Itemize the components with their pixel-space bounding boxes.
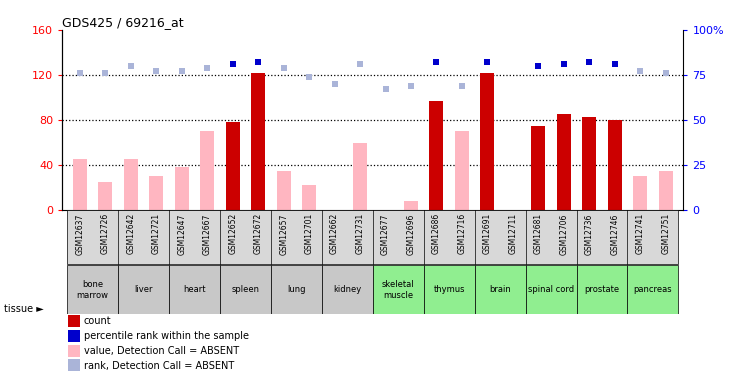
Text: GSM12677: GSM12677	[381, 213, 390, 255]
Bar	[69, 345, 80, 357]
Text: GSM12716: GSM12716	[458, 213, 466, 255]
FancyBboxPatch shape	[474, 266, 526, 314]
Bar	[430, 101, 444, 210]
Text: spleen: spleen	[232, 285, 260, 294]
Text: lung: lung	[287, 285, 306, 294]
FancyBboxPatch shape	[424, 266, 474, 314]
Text: GSM12746: GSM12746	[610, 213, 619, 255]
Bar	[175, 167, 189, 210]
FancyBboxPatch shape	[526, 266, 577, 314]
Text: percentile rank within the sample: percentile rank within the sample	[84, 331, 249, 341]
Text: GSM12741: GSM12741	[636, 213, 645, 255]
Text: GSM12701: GSM12701	[305, 213, 314, 255]
Bar	[124, 159, 138, 210]
Bar	[353, 142, 367, 210]
Text: GSM12681: GSM12681	[534, 213, 543, 254]
Text: value, Detection Call = ABSENT: value, Detection Call = ABSENT	[84, 346, 239, 356]
Bar	[583, 117, 596, 210]
FancyBboxPatch shape	[220, 266, 271, 314]
Bar	[73, 159, 87, 210]
Text: brain: brain	[489, 285, 511, 294]
Bar	[69, 359, 80, 372]
Text: rank, Detection Call = ABSENT: rank, Detection Call = ABSENT	[84, 360, 234, 370]
Text: count: count	[84, 316, 112, 326]
Text: GSM12672: GSM12672	[254, 213, 262, 255]
Text: GSM12686: GSM12686	[432, 213, 441, 255]
FancyBboxPatch shape	[322, 266, 373, 314]
Text: bone
marrow: bone marrow	[77, 280, 109, 300]
Text: heart: heart	[183, 285, 206, 294]
FancyBboxPatch shape	[373, 266, 424, 314]
Text: GSM12696: GSM12696	[406, 213, 415, 255]
Text: GSM12652: GSM12652	[228, 213, 238, 255]
Bar	[226, 122, 240, 210]
Text: prostate: prostate	[584, 285, 620, 294]
Bar	[99, 182, 113, 210]
Text: GSM12751: GSM12751	[661, 213, 670, 255]
FancyBboxPatch shape	[627, 266, 678, 314]
FancyBboxPatch shape	[169, 266, 220, 314]
Bar	[302, 185, 316, 210]
Text: GDS425 / 69216_at: GDS425 / 69216_at	[62, 16, 183, 29]
Text: GSM12657: GSM12657	[279, 213, 288, 255]
Text: spinal cord: spinal cord	[528, 285, 574, 294]
Bar	[69, 315, 80, 327]
Bar	[251, 73, 265, 210]
Text: GSM12721: GSM12721	[152, 213, 161, 254]
Text: kidney: kidney	[333, 285, 361, 294]
Text: GSM12691: GSM12691	[483, 213, 492, 255]
Text: GSM12736: GSM12736	[585, 213, 594, 255]
Text: thymus: thymus	[433, 285, 465, 294]
Text: GSM12662: GSM12662	[330, 213, 339, 255]
Bar	[200, 131, 214, 210]
Text: pancreas: pancreas	[634, 285, 673, 294]
Text: GSM12642: GSM12642	[126, 213, 135, 255]
Text: GSM12647: GSM12647	[178, 213, 186, 255]
FancyBboxPatch shape	[577, 266, 627, 314]
Text: GSM12637: GSM12637	[75, 213, 85, 255]
FancyBboxPatch shape	[271, 266, 322, 314]
Text: liver: liver	[135, 285, 153, 294]
Text: GSM12706: GSM12706	[559, 213, 568, 255]
Text: tissue ►: tissue ►	[4, 304, 43, 314]
Bar	[659, 171, 673, 210]
Bar	[69, 330, 80, 342]
Bar	[531, 126, 545, 210]
Bar	[404, 201, 418, 210]
Bar	[455, 131, 469, 210]
Bar	[276, 171, 291, 210]
Text: GSM12726: GSM12726	[101, 213, 110, 255]
Bar	[557, 114, 571, 210]
Text: skeletal
muscle: skeletal muscle	[382, 280, 414, 300]
Bar	[607, 120, 622, 210]
FancyBboxPatch shape	[67, 266, 118, 314]
Bar	[633, 176, 647, 210]
Bar	[480, 73, 494, 210]
Text: GSM12711: GSM12711	[508, 213, 518, 254]
Text: GSM12731: GSM12731	[355, 213, 365, 255]
Bar	[149, 176, 163, 210]
Text: GSM12667: GSM12667	[202, 213, 212, 255]
Bar	[67, 210, 678, 264]
FancyBboxPatch shape	[118, 266, 169, 314]
